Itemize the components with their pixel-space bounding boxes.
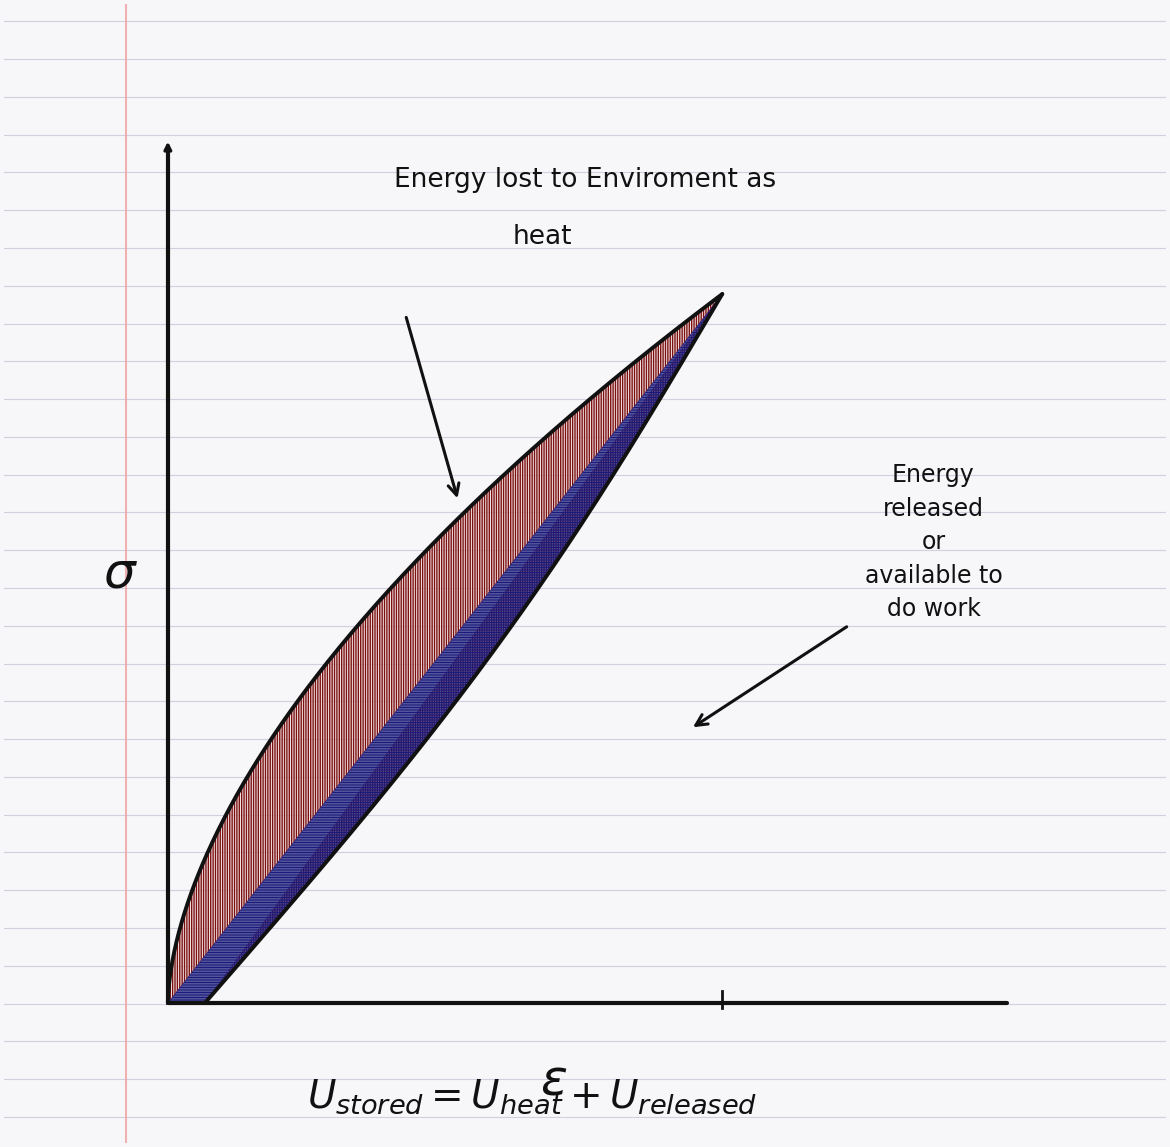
Text: $U_{stored} = U_{heat} + U_{released}$: $U_{stored} = U_{heat} + U_{released}$ [307,1077,757,1116]
Text: Energy lost to Enviroment as: Energy lost to Enviroment as [394,167,776,193]
Text: heat: heat [512,224,572,250]
Text: Energy
released
or
available to
do work: Energy released or available to do work [865,463,1003,622]
Text: $\sigma$: $\sigma$ [103,548,138,599]
Polygon shape [167,294,722,1004]
Polygon shape [167,294,722,1004]
Text: $\varepsilon$: $\varepsilon$ [539,1056,567,1106]
